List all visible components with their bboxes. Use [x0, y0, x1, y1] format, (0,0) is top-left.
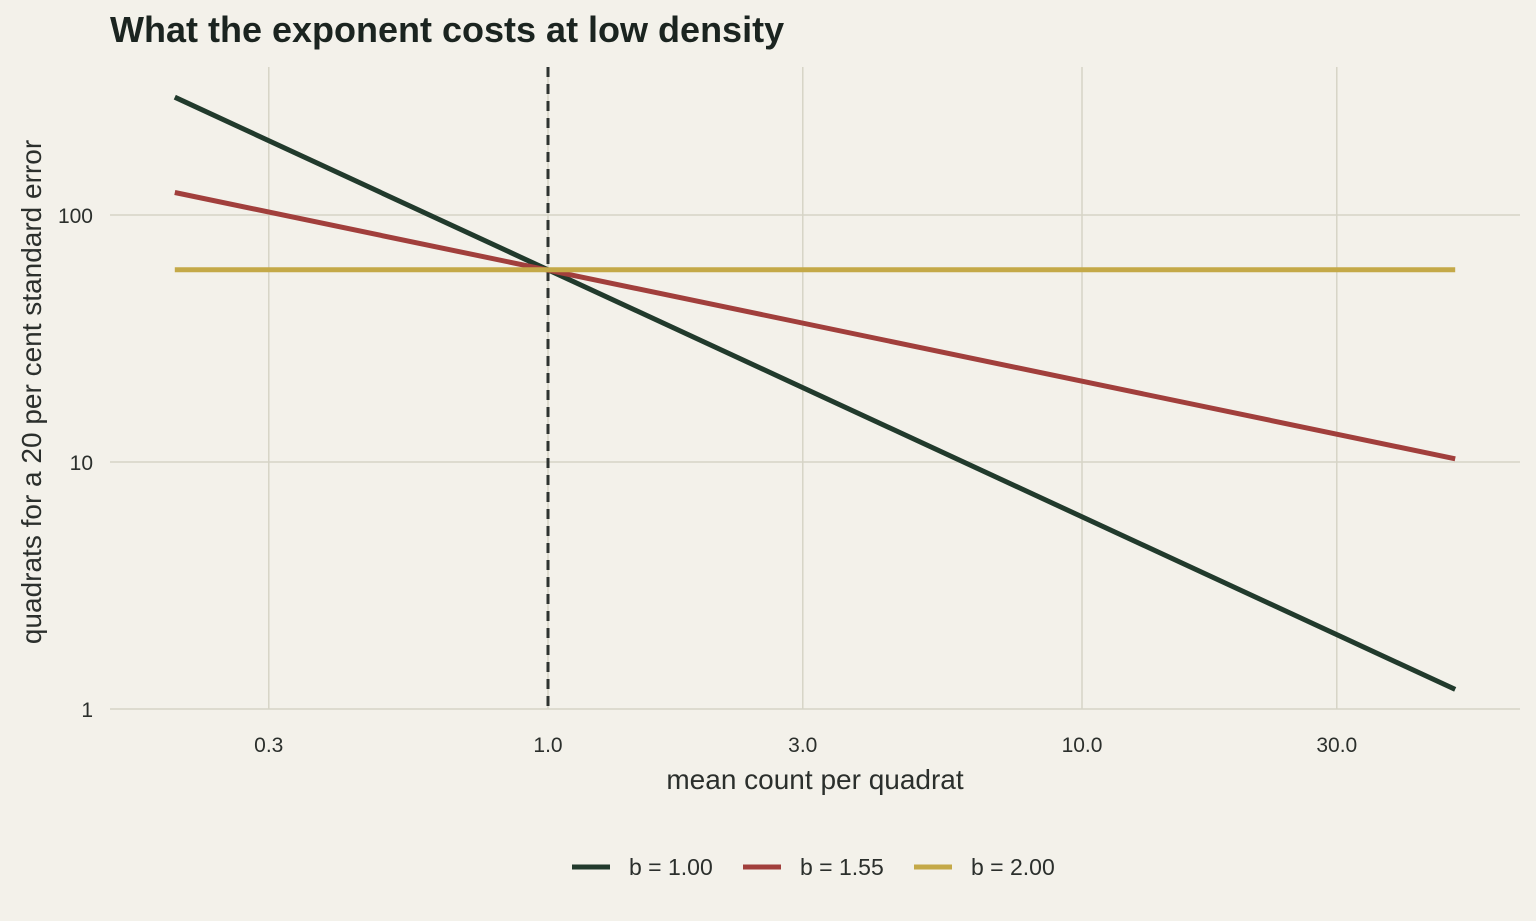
y-tick-labels: 1 10 100: [58, 205, 93, 722]
legend-label: b = 2.00: [971, 854, 1055, 880]
x-tick-labels: 0.3 1.0 3.0 10.0 30.0: [254, 734, 1357, 757]
x-tick-label: 3.0: [788, 734, 817, 757]
legend-label: b = 1.00: [629, 854, 713, 880]
legend: b = 1.00 b = 1.55 b = 2.00: [572, 854, 1055, 880]
y-tick-label: 10: [70, 452, 93, 475]
legend-label: b = 1.55: [800, 854, 884, 880]
series-line-2: [174, 190, 1456, 462]
y-gridlines: [110, 214, 1520, 710]
x-axis-label: mean count per quadrat: [666, 764, 964, 795]
y-tick-label: 100: [58, 205, 93, 228]
chart-title: What the exponent costs at low density: [110, 9, 784, 50]
x-tick-label: 1.0: [533, 734, 562, 757]
x-tick-label: 10.0: [1062, 734, 1103, 757]
series-line-1: [173, 94, 1457, 692]
y-tick-label: 1: [81, 699, 93, 722]
y-axis-label: quadrats for a 20 per cent standard erro…: [16, 140, 47, 644]
x-tick-label: 0.3: [254, 734, 283, 757]
series-lines: [173, 94, 1457, 692]
x-tick-label: 30.0: [1316, 734, 1357, 757]
